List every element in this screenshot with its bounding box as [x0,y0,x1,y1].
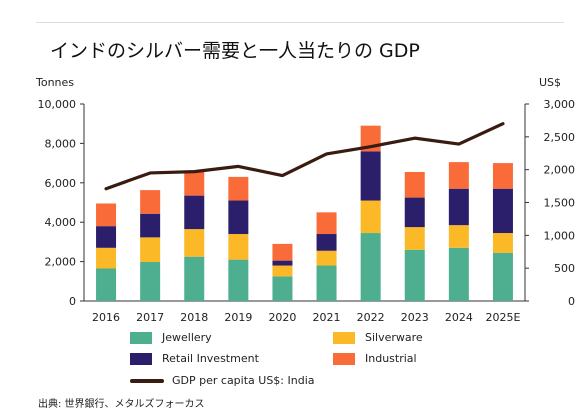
bar-jewellery [492,252,513,301]
bar-jewellery [404,249,425,301]
legend-gdp-line: GDP per capita US$: India [130,374,315,387]
legend-label-silverware: Silverware [365,331,423,344]
left-tick-label: 10,000 [38,98,77,111]
legend-swatch-industrial [333,352,355,365]
right-tick-label: 1,000 [544,229,576,242]
bar-industrial [492,163,513,189]
right-tick-label: 2,500 [544,131,576,144]
bar-jewellery [360,233,381,301]
bar-silverware [272,265,293,277]
legend-industrial: Industrial [333,352,417,365]
top-divider [36,22,564,23]
legend-jewellery: Jewellery [130,331,212,344]
bar-retail-investment [228,200,249,235]
legend-retail-investment: Retail Investment [130,352,259,365]
legend-line-gdp [130,378,164,383]
legend-swatch-retail-investment [130,352,152,365]
bar-silverware [316,250,337,266]
bar-jewellery [184,256,205,301]
bar-retail-investment [184,195,205,230]
bar-industrial [140,190,161,214]
bar-industrial [404,171,425,198]
legend-label-retail-investment: Retail Investment [162,352,259,365]
source-note: 出典: 世界銀行、メタルズフォーカス [38,399,205,410]
x-tick-label: 2023 [401,311,429,324]
legend-swatch-jewellery [130,331,152,344]
legend-silverware: Silverware [333,331,423,344]
bar-silverware [184,229,205,257]
left-axis-unit: Tonnes [36,76,75,89]
bar-silverware [360,200,381,234]
left-tick-label: 0 [69,295,76,308]
bar-retail-investment [96,226,117,248]
right-tick-label: 2,000 [544,164,576,177]
bar-industrial [96,203,117,227]
bar-silverware [492,233,513,253]
legend-label-jewellery: Jewellery [162,331,212,344]
left-tick-label: 2,000 [45,256,77,269]
x-tick-label: 2022 [357,311,385,324]
bar-jewellery [448,247,469,301]
left-tick-label: 8,000 [45,137,77,150]
legend-label-industrial: Industrial [365,352,417,365]
bar-silverware [404,227,425,250]
bar-jewellery [96,268,117,301]
left-tick-label: 4,000 [45,216,77,229]
bar-retail-investment [140,213,161,238]
gdp-line [104,122,505,191]
chart-title: インドのシルバー需要と一人当たりの GDP [50,40,420,62]
bar-silverware [228,234,249,260]
bar-industrial [316,212,337,235]
bar-jewellery [272,276,293,301]
left-tick-label: 6,000 [45,177,77,190]
bar-retail-investment [492,188,513,234]
bar-industrial [272,243,293,261]
bar-silverware [96,247,117,269]
bar-silverware [140,237,161,262]
right-tick-label: 0 [568,295,575,308]
x-tick-label: 2017 [136,311,164,324]
bar-jewellery [140,261,161,301]
bar-retail-investment [272,260,293,266]
x-tick-label: 2025E [485,311,520,324]
x-tick-label: 2021 [313,311,341,324]
legend-label-gdp: GDP per capita US$: India [172,374,315,387]
right-axis-unit: US$ [539,76,562,89]
x-tick-label: 2016 [92,311,120,324]
bar-jewellery [228,259,249,301]
right-tick-label: 500 [554,262,575,275]
x-tick-label: 2019 [224,311,252,324]
bar-retail-investment [448,188,469,226]
bar-silverware [448,225,469,248]
bar-retail-investment [316,234,337,251]
right-tick-label: 3,000 [544,98,576,111]
x-tick-label: 2018 [180,311,208,324]
x-tick-label: 2020 [268,311,296,324]
x-tick-label: 2024 [445,311,473,324]
right-tick-label: 1,500 [544,197,576,210]
bar-industrial [228,176,249,201]
bar-industrial [184,171,205,196]
bar-retail-investment [404,197,425,228]
legend-swatch-silverware [333,331,355,344]
bar-retail-investment [360,151,381,201]
bar-industrial [448,162,469,189]
bar-jewellery [316,265,337,301]
